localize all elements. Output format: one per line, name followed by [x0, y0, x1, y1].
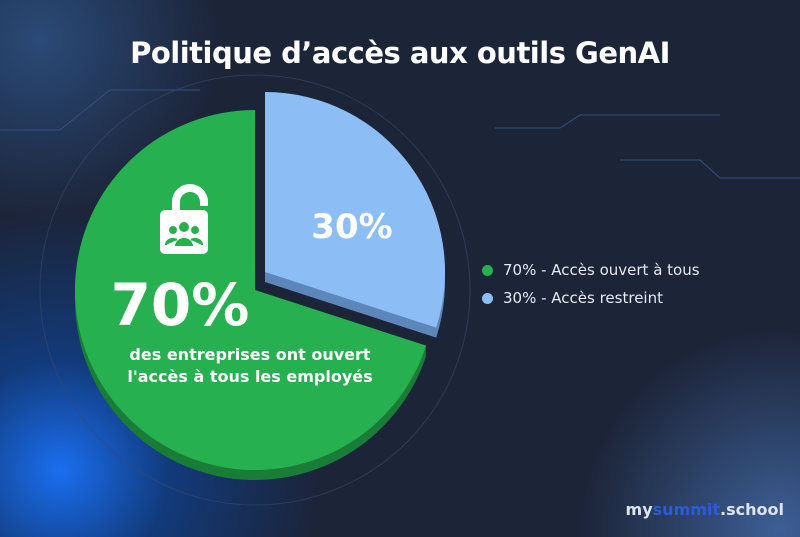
green-slice-caption-2: l'accès à tous les employés [127, 367, 372, 386]
legend: 70% - Accès ouvert à tous 30% - Accès re… [482, 256, 700, 312]
legend-dot-blue [482, 292, 493, 304]
slice-open-access [75, 110, 427, 470]
background-circuit-lines [0, 74, 800, 506]
green-slice-caption-1: des entreprises ont ouvert [129, 345, 370, 364]
slice-restricted-access [265, 92, 446, 328]
page-title: Politique d’accès aux outils GenAI [130, 36, 670, 70]
legend-label: 70% - Accès ouvert à tous [503, 261, 700, 279]
legend-item-open: 70% - Accès ouvert à tous [482, 256, 700, 284]
blue-slice-value: 30% [311, 207, 392, 247]
unlocked-padlock-group-icon [160, 184, 208, 254]
legend-dot-green [482, 264, 493, 276]
green-slice-value: 70% [111, 271, 250, 339]
legend-item-restricted: 30% - Accès restreint [482, 284, 700, 312]
logo: mysummit.school [625, 500, 784, 519]
legend-label: 30% - Accès restreint [503, 289, 663, 307]
